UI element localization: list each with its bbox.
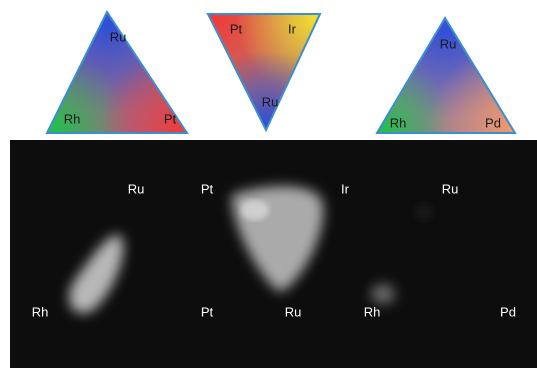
vertex-label: Rh	[390, 115, 407, 130]
particle-highlight	[241, 200, 269, 220]
image-label: Rh	[364, 304, 381, 319]
vertex-label: Ir	[288, 21, 297, 36]
vertex-label: Ru	[110, 29, 127, 44]
vertex-label: Rh	[64, 111, 81, 126]
image-label: Ru	[285, 304, 302, 319]
image-label: Pt	[201, 304, 214, 319]
image-label: Pd	[500, 304, 516, 319]
figure: Ru Rh Pt Pt Ir Ru Ru Rh Pd Ru Pt Ir Ru R…	[0, 0, 537, 368]
vertex-label: Ru	[262, 94, 279, 109]
image-label: Pt	[201, 181, 214, 196]
vertex-label: Pd	[485, 115, 501, 130]
image-label: Ru	[442, 181, 459, 196]
vertex-label: Ru	[440, 36, 457, 51]
image-label: Ir	[341, 181, 350, 196]
vertex-label: Pt	[230, 21, 243, 36]
vertex-label: Pt	[164, 111, 177, 126]
image-label: Ru	[128, 181, 145, 196]
image-label: Rh	[32, 304, 49, 319]
